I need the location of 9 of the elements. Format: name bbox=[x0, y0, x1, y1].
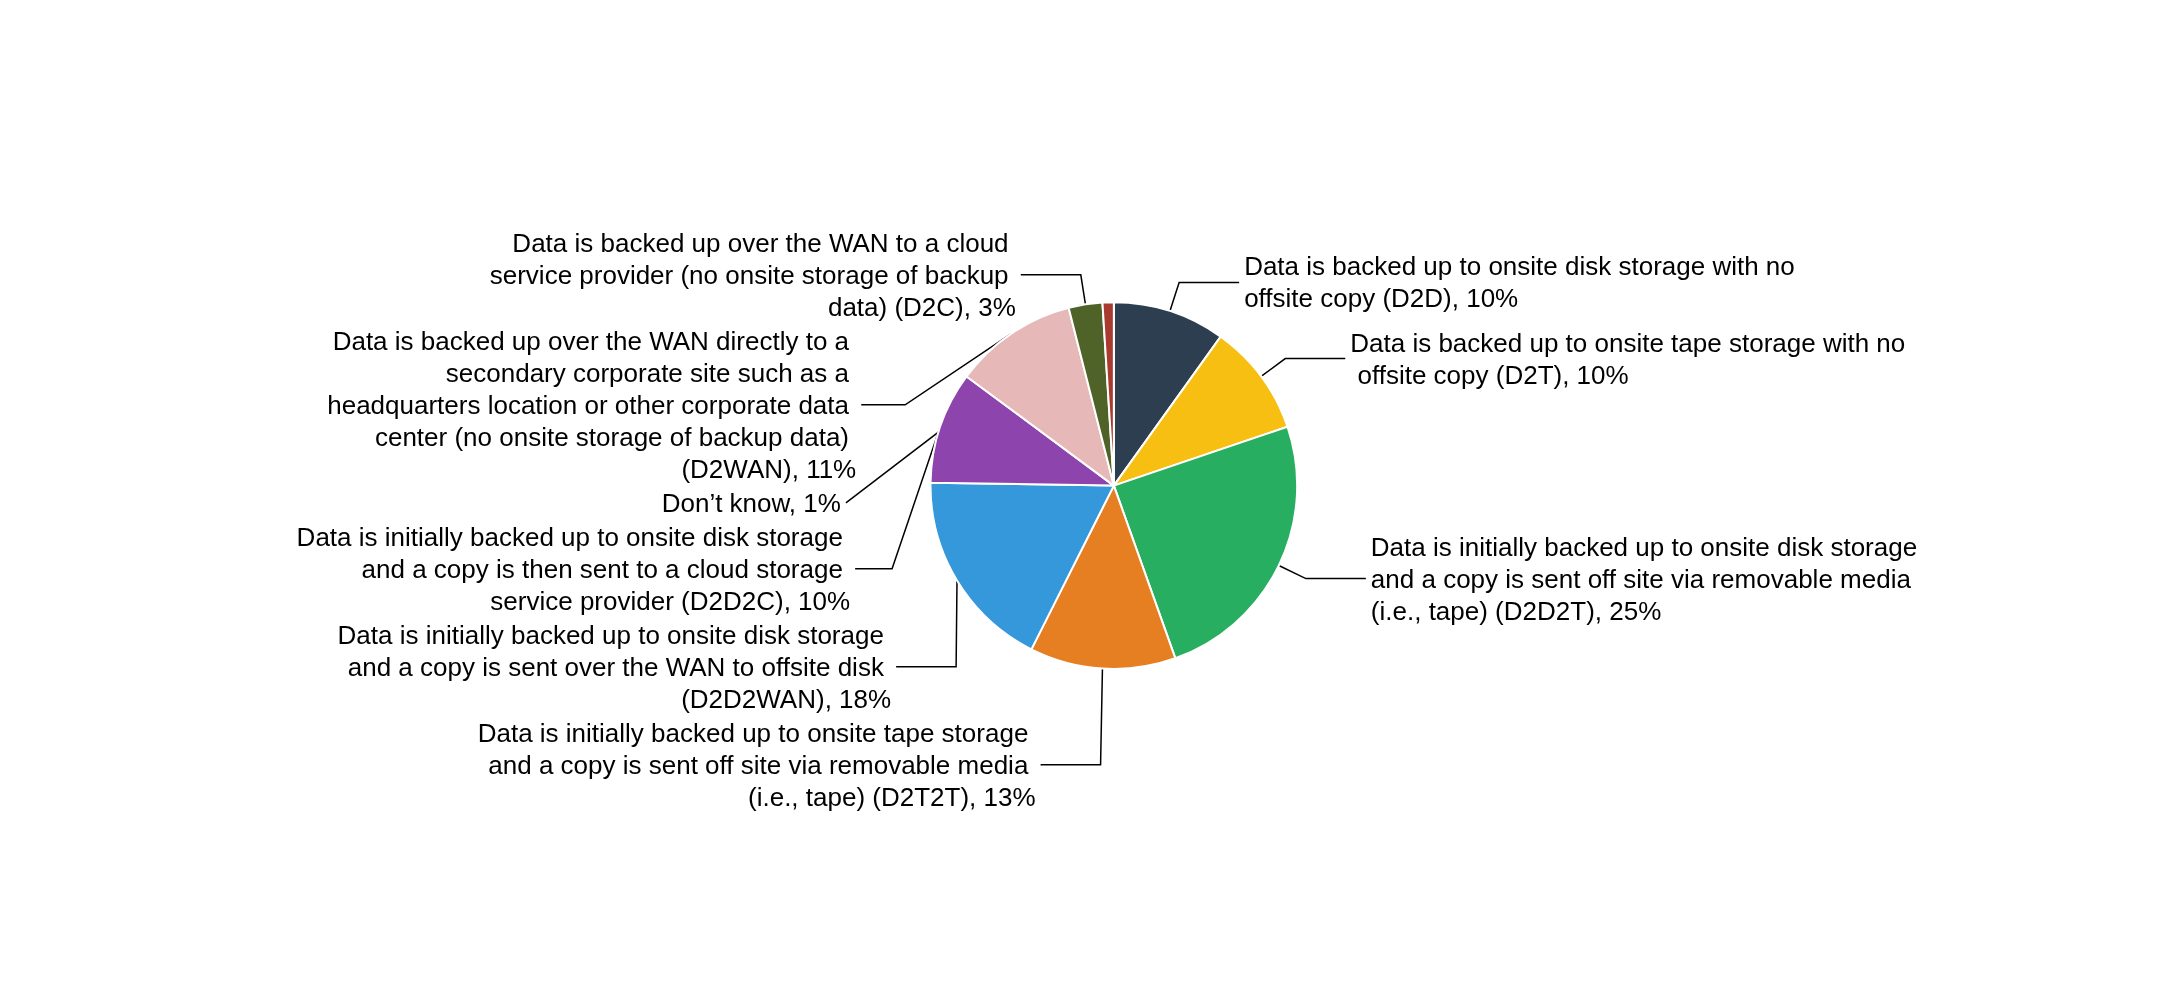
slice-label: Data is backed up to onsite disk storage with no offsite copy (D2D), 10% bbox=[1244, 251, 1803, 314]
slice-label: Data is backed up over the WAN directly to a secondary corporate site such as a headquarters location or other corporate data center (no onsite storage of backup data) (D2WAN), 11% bbox=[327, 325, 857, 484]
slice-label: Don’t know, 1% bbox=[661, 487, 841, 518]
slice-label: Data is initially backed up to onsite disk storage and a copy is sent off site via removable media (i.e., tape) (D2D2T), 25% bbox=[1370, 531, 1925, 626]
slice-label: Data is initially backed up to onsite disk storage and a copy is then sent to a cloud storage service provider (D2D2C), 10% bbox=[296, 521, 851, 616]
slice-label: Data is backed up to onsite tape storage with no offsite copy (D2T), 10% bbox=[1350, 327, 1906, 390]
slice-label: Data is initially backed up to onsite disk storage and a copy is sent over the WAN to offsite disk (D2D2WAN), 18% bbox=[337, 619, 892, 714]
slice-label: Data is initially backed up to onsite tape storage and a copy is sent off site via removable media (i.e., tape) (D2T2T), 13% bbox=[477, 717, 1036, 812]
slice-label: Data is backed up over the WAN to a cloud service provider (no onsite storage of backup data) (D2C), 3% bbox=[489, 227, 1016, 322]
